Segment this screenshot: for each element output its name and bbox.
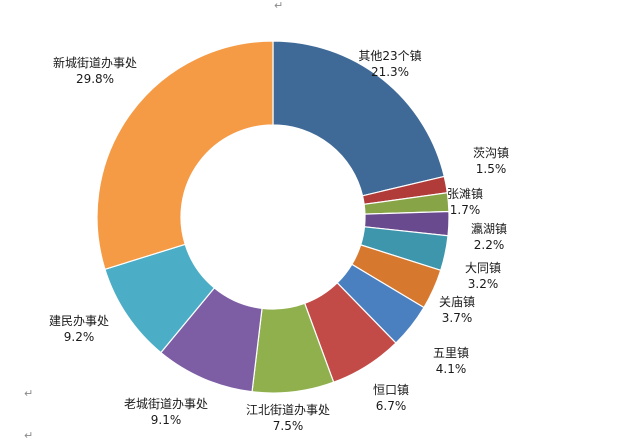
slice-percent-label: 7.5%: [273, 419, 304, 433]
slice-label-2: 茨沟镇 1.5%: [473, 146, 509, 176]
slice-1: [272, 40, 445, 197]
slice-category-label: 恒口镇: [373, 383, 409, 397]
slice-label-9: 江北街道办事处 7.5%: [246, 402, 330, 433]
slice-percent-label: 6.7%: [376, 399, 407, 413]
slice-category-label: 建民办事处: [49, 313, 109, 328]
donut-slices: [96, 40, 450, 394]
slice-label-3: 张滩镇 1.7%: [447, 187, 483, 217]
slice-label-6: 关庙镇 3.7%: [439, 295, 475, 325]
slice-label-5: 大同镇 3.2%: [465, 261, 501, 291]
slice-category-label: 新城街道办事处: [53, 55, 137, 70]
slice-labels: 其他23个镇 21.3% 茨沟镇 1.5% 张滩镇 1.7% 瀛湖镇 2.2% 大同镇 3.2% 关…: [49, 49, 509, 433]
slice-category-label: 其他23个镇: [358, 49, 421, 63]
slice-category-label: 大同镇: [465, 261, 501, 275]
slice-label-1: 其他23个镇 21.3%: [358, 49, 421, 79]
slice-label-11: 建民办事处 9.2%: [49, 313, 109, 344]
slice-12: [96, 40, 274, 271]
slice-category-label: 老城街道办事处: [124, 396, 208, 411]
paragraph-mark-left-1: ↵: [24, 387, 34, 400]
slice-percent-label: 1.7%: [450, 203, 481, 217]
paragraph-mark-top: ↵: [274, 0, 284, 12]
slice-label-4: 瀛湖镇 2.2%: [471, 221, 507, 252]
slice-percent-label: 4.1%: [436, 362, 467, 376]
slice-percent-label: 3.2%: [468, 277, 499, 291]
slice-label-10: 老城街道办事处 9.1%: [124, 396, 208, 427]
paragraph-mark-left-2: ↵: [24, 429, 34, 442]
slice-percent-label: 29.8%: [76, 72, 114, 86]
slice-category-label: 茨沟镇: [473, 146, 509, 160]
slice-percent-label: 21.3%: [371, 65, 409, 79]
slice-percent-label: 9.1%: [151, 413, 182, 427]
slice-category-label: 瀛湖镇: [471, 221, 507, 236]
slice-label-12: 新城街道办事处 29.8%: [53, 55, 137, 86]
slice-category-label: 张滩镇: [447, 187, 483, 201]
slice-category-label: 江北街道办事处: [246, 402, 330, 417]
slice-label-7: 五里镇 4.1%: [433, 346, 469, 376]
slice-percent-label: 2.2%: [474, 238, 505, 252]
slice-percent-label: 1.5%: [476, 162, 507, 176]
slice-label-8: 恒口镇 6.7%: [373, 383, 409, 413]
slice-percent-label: 9.2%: [64, 330, 95, 344]
slice-category-label: 关庙镇: [439, 295, 475, 309]
slice-category-label: 五里镇: [433, 346, 469, 360]
slice-percent-label: 3.7%: [442, 311, 473, 325]
